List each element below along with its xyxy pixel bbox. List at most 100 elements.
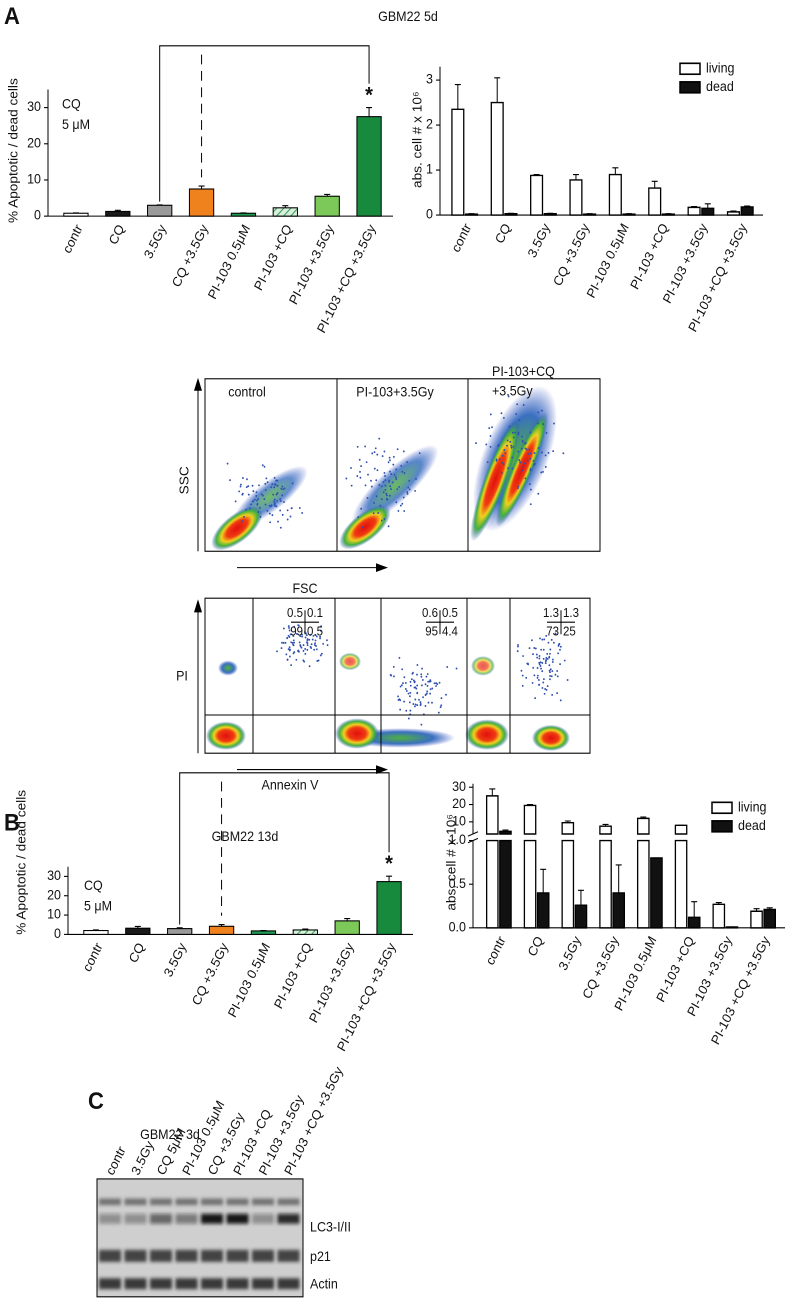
event-dot <box>515 413 518 416</box>
event-dot <box>281 513 284 516</box>
bar <box>650 857 663 929</box>
bar <box>648 187 662 216</box>
bar <box>612 892 626 929</box>
error-bar <box>691 205 698 208</box>
y-tick-label: 30 <box>27 99 41 115</box>
event-dot <box>542 681 545 684</box>
lane-label: 3.5Gy <box>128 1138 157 1178</box>
legend-swatch <box>679 81 701 94</box>
event-dot <box>543 638 546 641</box>
x-tick-label: 3.5Gy <box>161 940 190 980</box>
x-tick-label: contr <box>60 221 86 256</box>
event-dot <box>367 473 369 476</box>
bar <box>376 881 402 935</box>
event-dot <box>313 643 316 646</box>
event-dot <box>508 425 511 428</box>
band <box>201 1213 223 1224</box>
quadrant-value: 0.5 <box>442 605 458 620</box>
quadrant-value: 0.6 <box>422 605 438 620</box>
event-dot <box>431 701 433 704</box>
event-dot <box>299 635 302 638</box>
legend-swatch <box>679 62 701 76</box>
quadrant-value: 73 <box>546 624 559 639</box>
event-dot <box>537 678 540 681</box>
event-dot <box>517 487 519 490</box>
event-dot <box>485 443 488 446</box>
bar <box>636 817 650 929</box>
event-dot <box>521 684 524 687</box>
error-bar <box>324 193 331 197</box>
legend-swatch <box>711 820 733 833</box>
error-bar <box>494 77 501 103</box>
event-dot <box>326 644 329 647</box>
flow-density <box>206 721 246 750</box>
event-dot <box>546 652 549 655</box>
event-dot <box>521 469 524 472</box>
event-dot <box>541 409 543 412</box>
event-dot <box>391 481 394 484</box>
quadrant-value: 4.4 <box>442 624 458 639</box>
band <box>175 1249 198 1262</box>
event-dot <box>540 471 543 474</box>
event-dot <box>559 663 561 666</box>
event-dot <box>271 514 274 517</box>
event-dot <box>315 635 318 638</box>
event-dot <box>405 709 408 712</box>
quadrant-value: 0.5 <box>307 624 323 639</box>
event-dot <box>326 639 328 642</box>
event-dot <box>383 517 386 520</box>
band <box>226 1278 249 1290</box>
event-dot <box>303 660 306 663</box>
event-dot <box>255 494 258 497</box>
bar <box>314 195 340 217</box>
event-dot <box>384 475 386 477</box>
event-dot <box>403 700 406 703</box>
event-dot <box>275 493 278 496</box>
event-dot <box>300 646 303 649</box>
event-dot <box>545 431 548 434</box>
bar <box>763 908 777 929</box>
event-dot <box>399 504 402 507</box>
band <box>201 1198 223 1206</box>
event-dot <box>382 480 385 483</box>
band <box>252 1198 274 1206</box>
event-dot <box>310 643 313 646</box>
event-dot <box>241 492 244 495</box>
event-dot <box>255 491 258 494</box>
event-dot <box>370 485 373 488</box>
arrow-head <box>376 563 388 572</box>
event-dot <box>360 507 363 510</box>
panel-title: GBM22 5d <box>378 9 438 25</box>
x-tick-label: CQ <box>492 221 513 246</box>
band <box>124 1249 147 1262</box>
event-dot <box>409 695 411 698</box>
event-dot <box>286 509 289 512</box>
band <box>150 1213 172 1224</box>
event-dot <box>416 691 419 694</box>
flow-density <box>532 724 570 752</box>
event-dot <box>272 493 275 496</box>
event-dot <box>319 635 322 638</box>
event-dot <box>375 495 378 498</box>
event-dot <box>408 488 411 491</box>
event-dot <box>413 686 416 689</box>
event-dot <box>489 445 492 448</box>
event-dot <box>286 658 289 661</box>
event-dot <box>445 693 447 696</box>
axis-break <box>467 831 479 844</box>
bar <box>485 795 499 929</box>
event-dot <box>497 444 499 447</box>
event-dot <box>416 673 418 676</box>
event-dot <box>279 526 282 529</box>
y-tick-label: 1 <box>426 161 433 177</box>
bar <box>543 212 557 216</box>
event-dot <box>302 649 305 652</box>
event-dot <box>510 446 513 449</box>
event-dot <box>535 653 538 656</box>
event-dot <box>388 456 391 459</box>
band <box>201 1249 223 1262</box>
sample-label: PI-103+3.5Gy <box>356 384 434 400</box>
event-dot <box>256 503 259 506</box>
band <box>277 1278 300 1290</box>
event-dot <box>281 494 284 497</box>
